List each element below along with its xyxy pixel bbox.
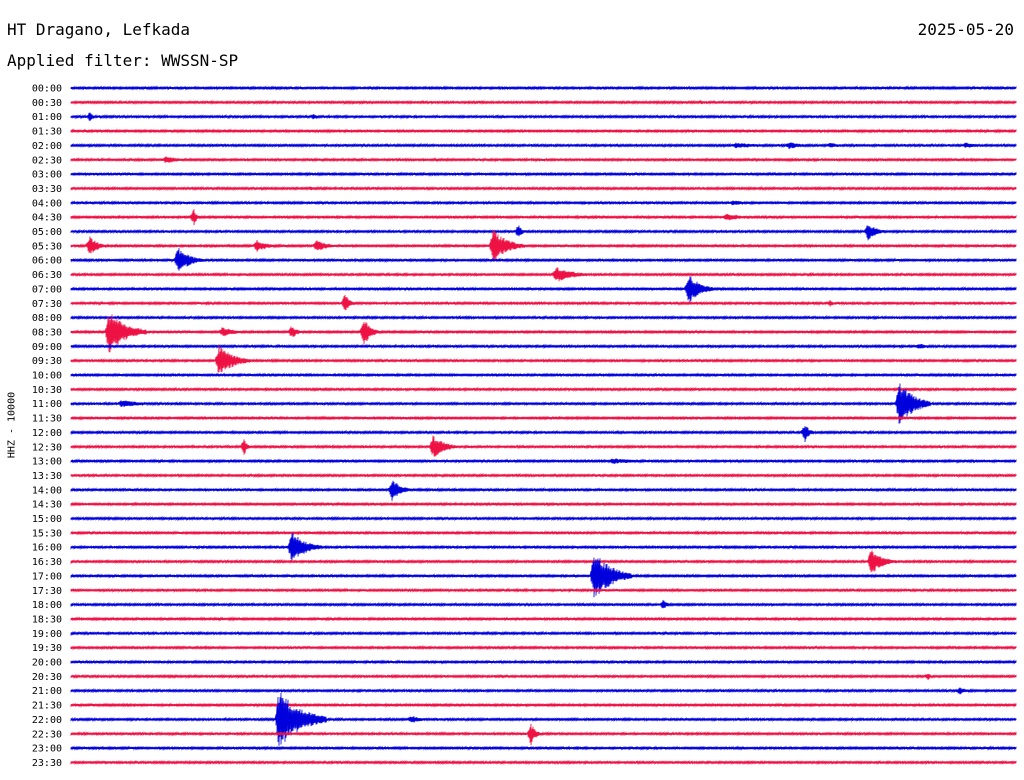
time-tick-label: 15:30 (32, 528, 62, 539)
date-label: 2025-05-20 (917, 20, 1014, 39)
time-tick-label: 00:30 (32, 98, 62, 109)
time-tick-label: 09:00 (32, 342, 62, 353)
time-tick-label: 07:30 (32, 299, 62, 310)
time-tick-label: 18:30 (32, 614, 62, 625)
station-title: HT Dragano, Lefkada (7, 20, 191, 39)
seismogram-trace (70, 345, 1017, 373)
time-tick-label: 08:00 (32, 313, 62, 324)
time-tick-label: 04:30 (32, 213, 62, 224)
time-tick-label: 06:30 (32, 270, 62, 281)
time-tick-label: 21:00 (32, 686, 62, 697)
time-tick-label: 20:30 (32, 672, 62, 683)
time-tick-label: 16:30 (32, 557, 62, 568)
time-tick-label: 13:30 (32, 471, 62, 482)
time-tick-label: 00:00 (32, 84, 62, 95)
time-tick-label: 01:00 (32, 112, 62, 123)
time-tick-label: 05:00 (32, 227, 62, 238)
time-tick-label: 05:30 (32, 241, 62, 252)
time-tick-label: 04:00 (32, 198, 62, 209)
time-tick-label: 06:00 (32, 256, 62, 267)
seismogram-trace (70, 248, 1017, 271)
time-tick-label: 14:30 (32, 500, 62, 511)
time-tick-label: 03:00 (32, 170, 62, 181)
seismogram-trace (70, 480, 1017, 501)
time-tick-label: 07:00 (32, 284, 62, 295)
time-tick-label: 13:00 (32, 457, 62, 468)
filter-label: Applied filter: WWSSN-SP (7, 51, 239, 70)
seismogram-trace (70, 225, 1017, 241)
time-tick-label: 10:30 (32, 385, 62, 396)
time-tick-label: 19:00 (32, 629, 62, 640)
time-tick-label: 17:30 (32, 586, 62, 597)
time-tick-label: 11:00 (32, 399, 62, 410)
time-tick-label: 01:30 (32, 127, 62, 138)
time-tick-label: 18:00 (32, 600, 62, 611)
time-tick-label: 12:00 (32, 428, 62, 439)
time-tick-label: 10:00 (32, 371, 62, 382)
time-tick-label: 08:30 (32, 327, 62, 338)
time-tick-label: 22:00 (32, 715, 62, 726)
time-tick-label: 02:30 (32, 155, 62, 166)
time-tick-label: 17:00 (32, 571, 62, 582)
time-tick-label: 21:30 (32, 701, 62, 712)
time-tick-label: 20:00 (32, 658, 62, 669)
time-tick-label: 11:30 (32, 414, 62, 425)
time-tick-label: 09:30 (32, 356, 62, 367)
time-tick-label: 14:00 (32, 485, 62, 496)
seismogram-trace (70, 426, 1017, 443)
time-tick-label: 12:30 (32, 442, 62, 453)
time-tick-label: 19:30 (32, 643, 62, 654)
time-tick-label: 16:00 (32, 543, 62, 554)
time-tick-label: 22:30 (32, 729, 62, 740)
time-tick-label: 02:00 (32, 141, 62, 152)
time-tick-label: 03:30 (32, 184, 62, 195)
time-tick-label: 23:30 (32, 758, 62, 769)
time-tick-label: 15:00 (32, 514, 62, 525)
time-tick-label: 23:00 (32, 744, 62, 755)
